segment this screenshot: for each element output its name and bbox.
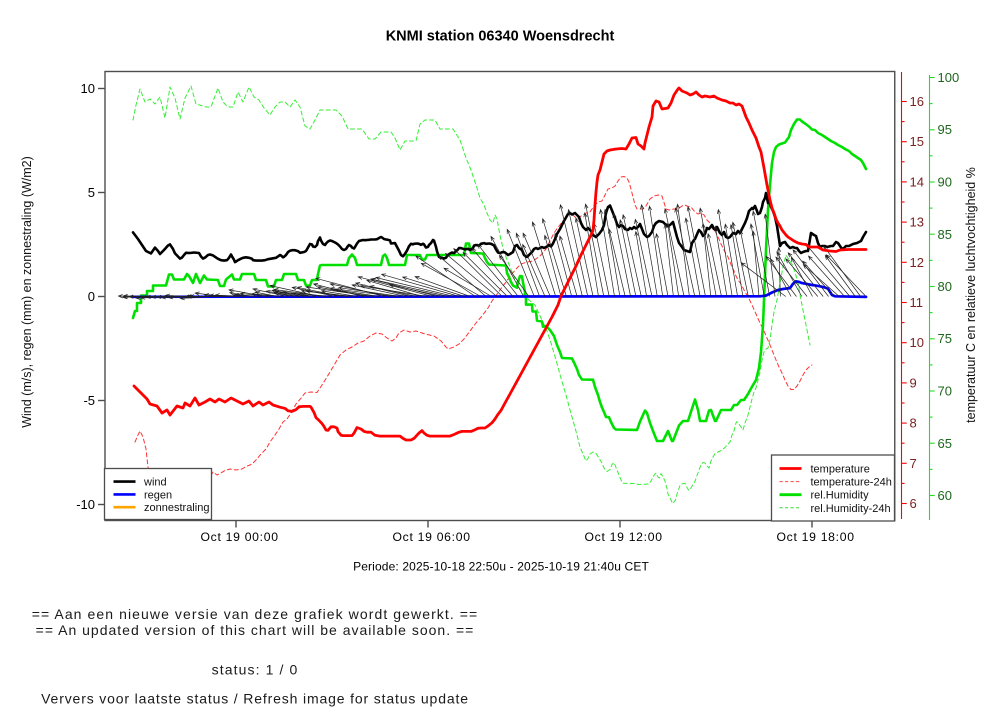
svg-text:Oct 19 00:00: Oct 19 00:00 [201, 530, 279, 544]
svg-text:9: 9 [910, 375, 917, 390]
svg-text:12: 12 [910, 255, 924, 270]
svg-text:-10: -10 [76, 497, 95, 512]
svg-text:rel.Humidity: rel.Humidity [811, 490, 870, 502]
svg-text:85: 85 [938, 227, 952, 242]
svg-text:65: 65 [938, 436, 952, 451]
svg-text:-5: -5 [83, 393, 95, 408]
svg-text:Oct 19 18:00: Oct 19 18:00 [777, 530, 855, 544]
svg-text:zonnestraling: zonnestraling [144, 502, 209, 514]
svg-text:KNMI station 06340 Woensdrecht: KNMI station 06340 Woensdrecht [386, 29, 615, 45]
svg-text:Ververs voor laatste status /: Ververs voor laatste status / Refresh im… [41, 691, 469, 707]
svg-text:60: 60 [938, 488, 952, 503]
svg-text:16: 16 [910, 94, 924, 109]
svg-text:Wind (m/s), regen (mm) en zonn: Wind (m/s), regen (mm) en zonnestraling … [20, 156, 34, 428]
svg-text:== An updated version of this: == An updated version of this chart will… [36, 622, 475, 638]
svg-text:rel.Humidity-24h: rel.Humidity-24h [811, 503, 891, 515]
svg-text:11: 11 [910, 295, 924, 310]
svg-text:temperature-24h: temperature-24h [811, 477, 892, 489]
svg-text:75: 75 [938, 331, 952, 346]
svg-text:wind: wind [143, 477, 167, 489]
svg-text:80: 80 [938, 279, 952, 294]
svg-text:90: 90 [938, 175, 952, 190]
svg-text:Periode: 2025-10-18 22:50u - 2: Periode: 2025-10-18 22:50u - 2025-10-19 … [353, 560, 649, 574]
svg-text:15: 15 [910, 134, 924, 149]
svg-text:0: 0 [88, 289, 95, 304]
svg-text:5: 5 [88, 185, 95, 200]
svg-text:13: 13 [910, 215, 924, 230]
svg-text:14: 14 [910, 174, 924, 189]
svg-text:temperatuur C en relatieve luc: temperatuur C en relatieve luchtvochtigh… [964, 167, 978, 423]
svg-text:7: 7 [910, 456, 917, 471]
svg-text:Oct 19 12:00: Oct 19 12:00 [585, 530, 663, 544]
svg-text:status: 1 / 0: status: 1 / 0 [212, 662, 299, 678]
svg-text:== Aan een nieuwe versie van d: == Aan een nieuwe versie van deze grafie… [32, 606, 479, 622]
svg-text:95: 95 [938, 122, 952, 137]
svg-text:regen: regen [144, 489, 172, 501]
svg-text:70: 70 [938, 384, 952, 399]
svg-text:Oct 19 06:00: Oct 19 06:00 [393, 530, 471, 544]
svg-text:8: 8 [910, 416, 917, 431]
svg-text:100: 100 [938, 70, 960, 85]
svg-text:6: 6 [910, 496, 917, 511]
svg-text:10: 10 [910, 335, 924, 350]
svg-text:10: 10 [81, 81, 95, 96]
svg-text:temperature: temperature [811, 464, 870, 476]
